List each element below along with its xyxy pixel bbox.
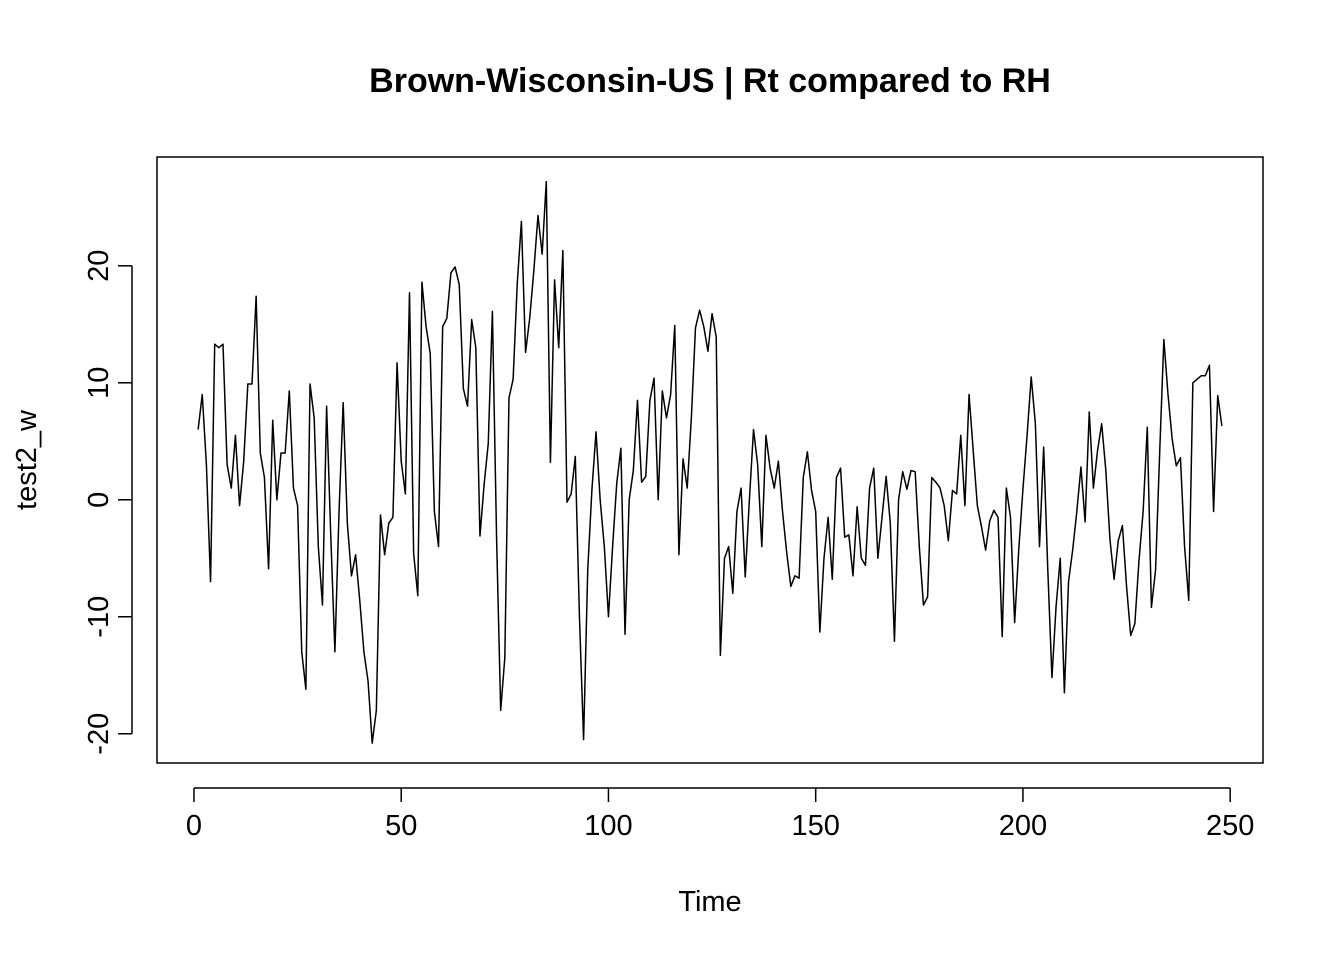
x-axis: 0 50 100 150 200 250 [186,787,1254,842]
y-tick-label: -10 [83,596,115,638]
x-tick-label: 50 [385,810,417,842]
x-tick-label: 150 [791,810,839,842]
y-axis: -20 -10 0 10 20 [83,250,133,755]
x-tick-label: 250 [1206,810,1254,842]
y-axis-label: test2_w [11,409,43,510]
y-tick-label: 10 [83,367,115,399]
series-line [197,180,1223,744]
plot-frame [156,156,1264,764]
y-tick-label: 0 [83,492,115,508]
x-tick-label: 200 [999,810,1047,842]
chart-title: Brown-Wisconsin-US | Rt compared to RH [369,62,1051,100]
x-tick-label: 0 [186,810,202,842]
x-axis-label: Time [678,886,741,918]
y-tick-label: -20 [83,713,115,755]
y-tick-label: 20 [83,250,115,282]
x-tick-label: 100 [584,810,632,842]
